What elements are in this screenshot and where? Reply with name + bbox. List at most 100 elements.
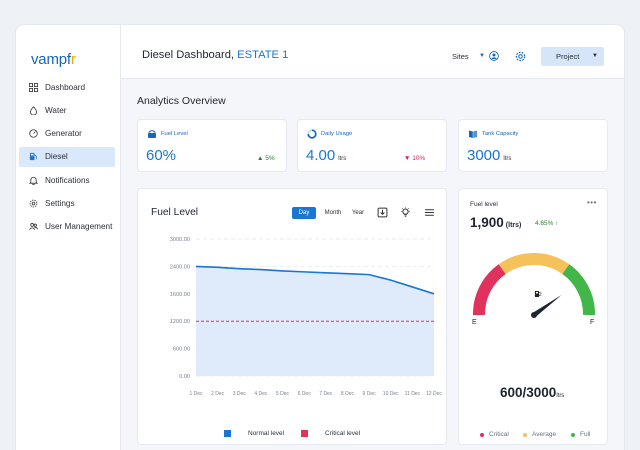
fuel-level-delta: ▲ 5% xyxy=(257,155,275,162)
gauge-icon xyxy=(28,129,38,139)
gauge-title: Fuel level xyxy=(470,201,498,208)
series-line-normal xyxy=(195,265,435,295)
sidebar-item-dashboard[interactable]: Dashboard xyxy=(19,77,115,97)
sidebar-item-label: User Management xyxy=(45,222,113,232)
x-tick-label: 5 Dec xyxy=(276,391,290,397)
sidebar-item-diesel[interactable]: Diesel xyxy=(19,146,115,167)
app-window: vampfr Dashboard Water Generator Diesel … xyxy=(16,25,624,450)
sidebar-item-label: Generator xyxy=(45,129,82,139)
page-title: Diesel Dashboard, ESTATE 1 xyxy=(142,49,289,61)
project-dropdown[interactable]: Project ▼ xyxy=(541,47,604,66)
gauge-empty-label: E xyxy=(472,319,477,326)
sidebar-item-generator[interactable]: Generator xyxy=(19,124,115,144)
fuel-gauge xyxy=(473,253,595,318)
x-tick-label: 2 Dec xyxy=(211,391,225,397)
gear-icon xyxy=(28,198,38,208)
sidebar-item-label: Settings xyxy=(45,198,75,208)
gauge-legend-critical: Critical xyxy=(480,431,509,438)
caret-down-icon: ▼ xyxy=(592,53,598,59)
sidebar-item-notifications[interactable]: Notifications xyxy=(19,170,115,190)
x-tick-label: 10 Dec xyxy=(383,391,399,397)
tank-icon xyxy=(148,130,156,138)
x-tick-label: 1 Dec xyxy=(189,391,203,397)
range-month-button[interactable]: Month xyxy=(324,210,342,216)
sites-dropdown[interactable]: Sites xyxy=(452,52,469,61)
x-tick-label: 11 Dec xyxy=(405,391,421,397)
users-icon xyxy=(28,222,38,232)
x-tick-label: 4 Dec xyxy=(254,391,268,397)
x-tick-label: 8 Dec xyxy=(341,391,355,397)
gauge-full-label: F xyxy=(590,319,595,326)
y-tick-label: 2400.00 xyxy=(170,264,190,270)
x-tick-label: 12 Dec xyxy=(426,391,442,397)
y-tick-label: 600.00 xyxy=(173,347,190,353)
area-fill xyxy=(196,266,434,376)
more-options-icon[interactable]: ••• xyxy=(587,198,597,207)
gauge-ratio: 600/3000ltrs xyxy=(500,385,565,400)
fuel-level-value: 60% xyxy=(146,147,177,164)
gauge-legend-full: Full xyxy=(571,431,590,438)
top-header: Diesel Dashboard, ESTATE 1 Sites ▼ Proje… xyxy=(121,25,624,79)
book-icon xyxy=(469,130,477,138)
daily-usage-delta: ▼ 10% xyxy=(404,155,426,162)
sidebar-item-label: Water xyxy=(45,105,67,115)
bell-icon xyxy=(28,175,38,185)
lightbulb-icon[interactable] xyxy=(400,207,411,218)
chart-title: Fuel Level xyxy=(151,207,199,218)
gauge-full-arc xyxy=(562,264,595,316)
stat-card-tank-capacity: Tank Capacity 3000 ltrs xyxy=(458,119,608,172)
sidebar-nav: Dashboard Water Generator Diesel Notific… xyxy=(19,77,115,240)
gauge-average-arc xyxy=(498,253,570,275)
arrow-up-icon: ▲ xyxy=(257,155,264,162)
legend-swatch-normal xyxy=(224,430,231,437)
grid-icon xyxy=(28,82,38,92)
arrow-down-icon: ▼ xyxy=(404,155,411,162)
range-year-button[interactable]: Year xyxy=(351,210,365,216)
tank-capacity-value: 3000 ltrs xyxy=(467,147,512,164)
app-logo[interactable]: vampfr xyxy=(31,51,76,68)
sidebar-item-label: Dashboard xyxy=(45,82,86,92)
y-tick-label: 1200.00 xyxy=(170,319,190,325)
gauge-critical-arc xyxy=(473,264,506,316)
stat-card-fuel-level: Fuel Level 60% ▲ 5% xyxy=(137,119,287,172)
y-tick-label: 1600.00 xyxy=(170,292,190,298)
drop-icon xyxy=(28,105,38,115)
download-icon[interactable] xyxy=(377,207,388,218)
user-icon[interactable] xyxy=(489,51,499,61)
sidebar: vampfr Dashboard Water Generator Diesel … xyxy=(16,25,121,450)
x-tick-label: 3 Dec xyxy=(233,391,247,397)
y-tick-label: 0.00 xyxy=(179,374,190,380)
menu-icon[interactable] xyxy=(424,207,435,218)
gauge-legend-average: Average xyxy=(523,431,556,438)
fuel-gauge-card: Fuel level ••• 1,900 (ltrs) 4.65% ↑ 1/2 E… xyxy=(458,188,608,445)
sidebar-item-water[interactable]: Water xyxy=(19,100,115,120)
sidebar-item-label: Diesel xyxy=(45,152,68,162)
progress-ring-icon xyxy=(307,129,317,139)
estate-name[interactable]: ESTATE 1 xyxy=(237,49,289,61)
daily-usage-value: 4.00 ltrs xyxy=(306,147,347,164)
fuel-pump-icon xyxy=(28,152,38,162)
legend-dot-critical xyxy=(480,432,484,437)
sidebar-item-settings[interactable]: Settings xyxy=(19,193,115,213)
sidebar-item-label: Notifications xyxy=(45,175,90,185)
gauge-delta: 4.65% ↑ xyxy=(535,220,559,227)
fuel-level-chart: 3000.00 2400.00 1600.00 1200.00 600.00 0.00 1 … xyxy=(170,237,443,397)
stat-card-daily-usage: Daily Usage 4.00 ltrs ▼ 10% xyxy=(297,119,447,172)
legend-normal[interactable]: Normal level xyxy=(224,430,284,437)
range-day-button[interactable]: Day xyxy=(292,207,316,219)
caret-down-icon[interactable]: ▼ xyxy=(479,53,485,59)
section-title: Analytics Overview xyxy=(137,95,226,107)
gauge-needle xyxy=(531,295,562,318)
y-tick-label: 3000.00 xyxy=(170,237,190,243)
legend-swatch-critical xyxy=(301,430,308,437)
fuel-level-chart-card: 3000.00 2400.00 1600.00 1200.00 600.00 0.00 1 … xyxy=(137,188,447,445)
x-tick-label: 9 Dec xyxy=(363,391,377,397)
sidebar-item-user-management[interactable]: User Management xyxy=(19,217,115,237)
gauge-value: 1,900 (ltrs) xyxy=(470,215,522,230)
legend-critical[interactable]: Critical level xyxy=(301,430,360,437)
legend-dot-full xyxy=(571,432,575,437)
x-tick-label: 7 Dec xyxy=(319,391,333,397)
legend-dot-average xyxy=(523,432,527,437)
settings-gear-icon[interactable] xyxy=(515,51,526,62)
x-tick-label: 6 Dec xyxy=(298,391,312,397)
